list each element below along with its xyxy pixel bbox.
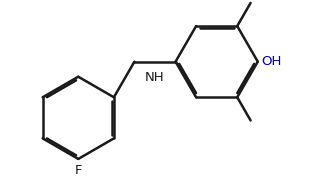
Text: NH: NH <box>145 71 165 84</box>
Text: OH: OH <box>261 55 282 68</box>
Text: F: F <box>74 164 82 177</box>
